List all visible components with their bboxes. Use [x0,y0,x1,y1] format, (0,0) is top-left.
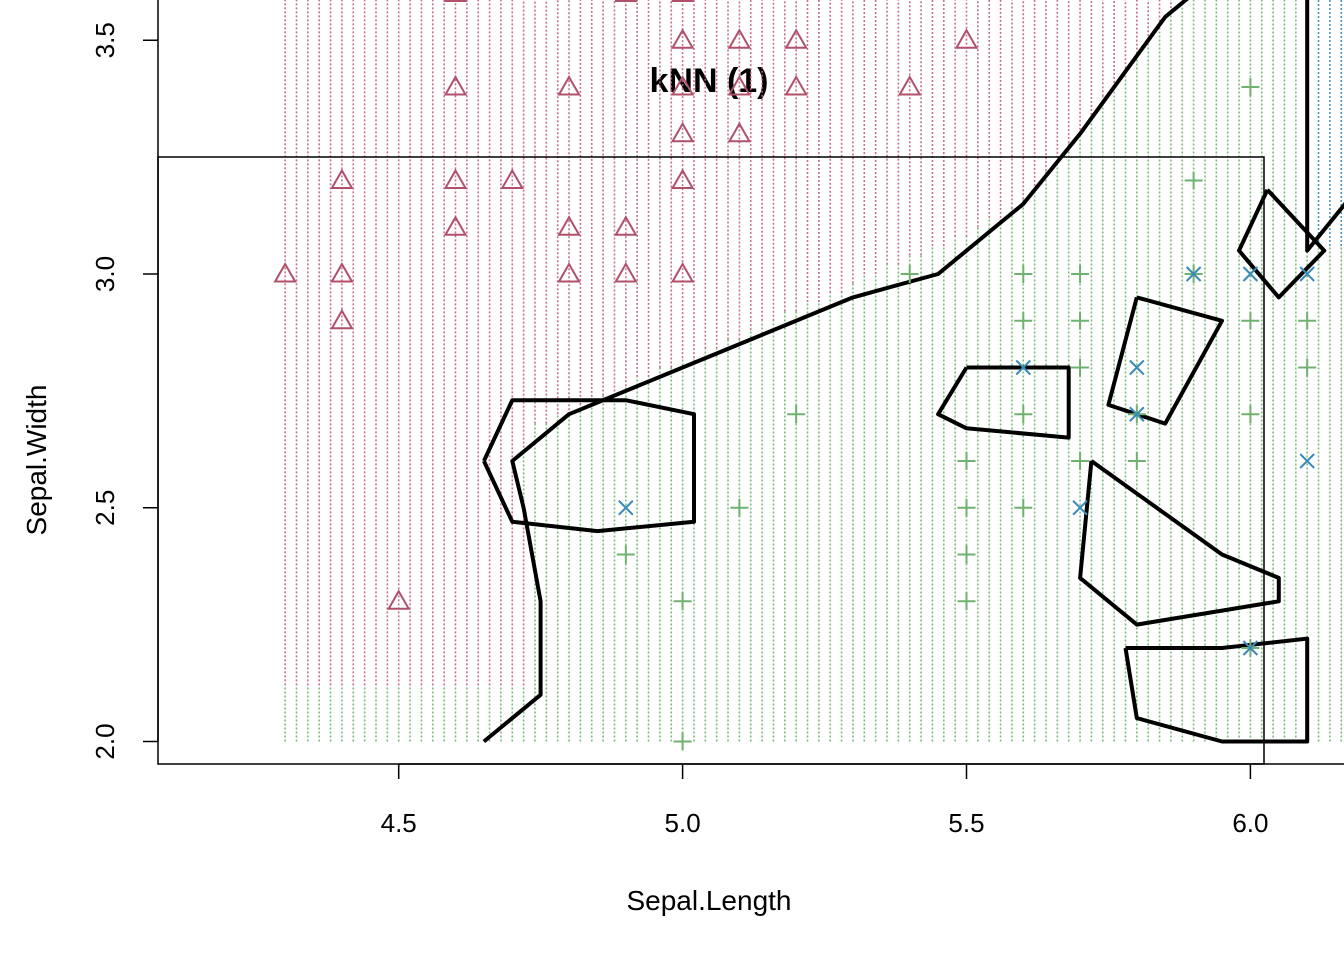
point-cross [1129,359,1145,376]
point-triangle [500,168,524,189]
point-triangle [614,0,638,2]
point-triangle [784,28,808,49]
decision-boundary-line [1237,188,1327,300]
point-triangle [670,261,695,283]
x-tick-label: 5.5 [948,808,984,838]
point-cross [1299,266,1315,282]
point-plus [1071,452,1090,470]
point-triangle [557,261,581,283]
point-cross [1242,266,1259,282]
decision-boundary-line [1123,636,1310,744]
point-plus [957,592,976,611]
decision-boundary-line [1078,459,1281,627]
point-triangle [330,308,354,330]
point-plus [1241,78,1260,96]
point-cross [618,500,634,516]
point-plus [730,498,749,517]
point-triangle [330,261,354,283]
decision-boundary-line [482,0,1189,744]
y-tick-label: 2.0 [90,723,120,759]
point-triangle [443,74,468,96]
y-axis-label: Sepal.Width [21,385,52,536]
point-triangle [897,74,922,96]
point-triangle [386,589,411,610]
point-plus [900,265,919,283]
y-tick-label: 3.5 [90,22,120,58]
point-plus [787,405,806,424]
point-triangle [727,121,752,143]
point-plus [1184,171,1203,190]
point-cross [1242,640,1259,656]
point-triangle [614,261,638,283]
x-axis-label: Sepal.Length [626,885,791,916]
y-axis: 2.02.53.03.54.0 [90,0,159,760]
point-triangle [670,168,695,189]
point-cross [1185,266,1202,282]
point-plus [1298,358,1317,377]
point-triangle [614,215,638,236]
plot-frame [157,156,1265,765]
point-triangle [727,74,752,96]
point-triangle [670,74,695,96]
x-tick-label: 5.0 [665,808,701,838]
x-tick-label: 4.5 [381,808,417,838]
x-axis: 4.55.05.56.06.57.07.58.0 [381,763,1344,838]
decision-boundary-line [482,398,696,534]
point-plus [1071,358,1090,377]
point-plus [1071,311,1090,330]
point-triangle [443,215,468,236]
point-cross [1015,359,1031,376]
point-cross [1072,500,1088,516]
point-cross [1299,453,1315,469]
point-plus [1014,498,1033,517]
point-plus [1241,405,1260,424]
point-plus [957,498,976,517]
point-triangle [557,215,581,236]
decision-boundary-line [1106,295,1224,426]
point-plus [1071,265,1090,283]
point-plus [1241,311,1260,330]
y-tick-label: 3.0 [90,256,120,292]
point-triangle [954,28,979,49]
point-triangle [670,0,695,2]
decision-boundary-line [936,365,1071,440]
point-plus [1014,311,1033,330]
decision-boundaries [482,0,1344,744]
point-plus [957,545,976,564]
x-tick-label: 6.0 [1232,808,1268,838]
point-plus [957,452,976,470]
point-triangle [557,74,581,96]
point-triangle [273,261,297,283]
point-plus [673,732,692,751]
point-triangle [443,0,468,2]
point-triangle [670,28,695,49]
point-plus [673,592,692,611]
point-plus [1014,265,1033,283]
point-triangle [727,28,752,49]
point-plus [1127,452,1146,470]
point-triangle [784,74,808,96]
decision-boundary-line [1305,0,1344,253]
point-triangle [330,168,354,189]
point-triangle [443,168,468,189]
y-tick-label: 2.5 [90,490,120,526]
point-plus [1014,405,1033,424]
point-plus [1298,311,1317,330]
point-cross [1129,406,1145,422]
data-points [273,0,1317,751]
point-plus [616,545,635,564]
point-triangle [670,121,695,143]
decision-region-grid [284,0,1343,742]
